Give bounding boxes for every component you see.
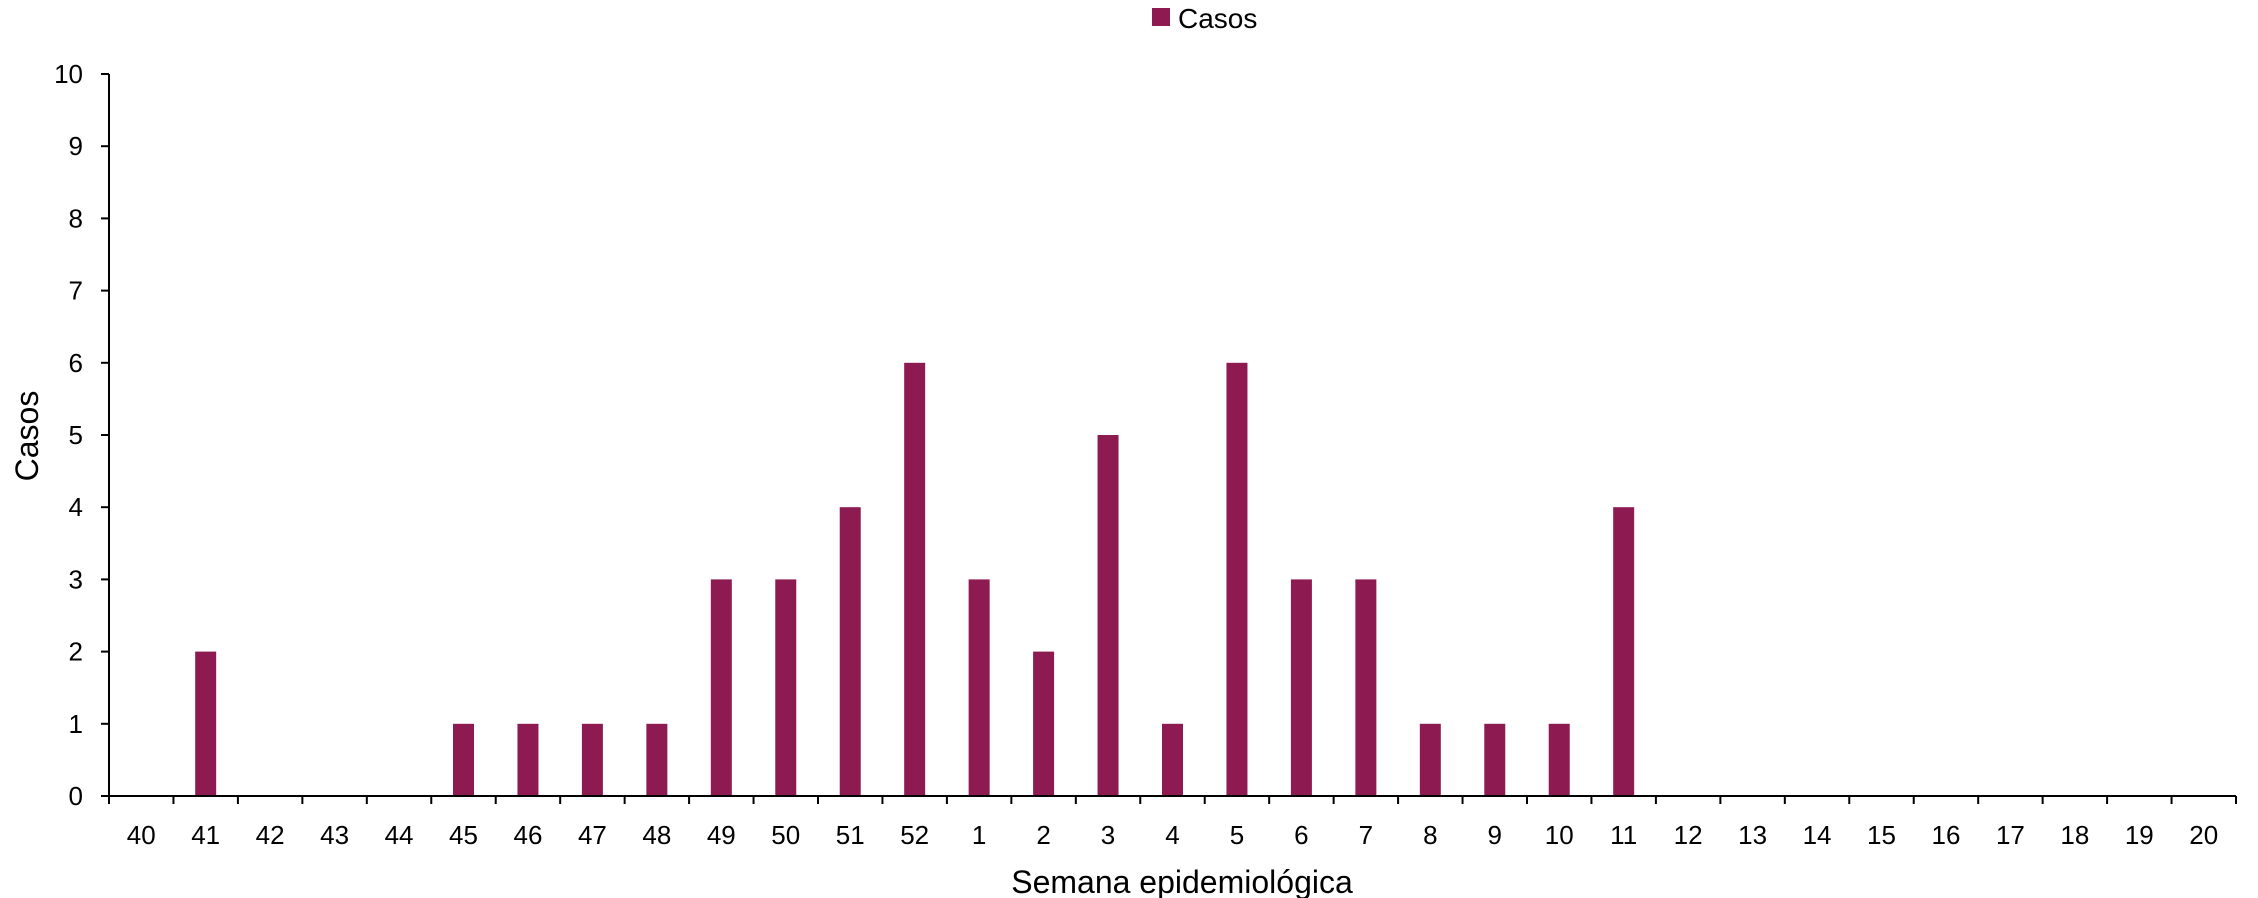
x-tick-label: 2 xyxy=(1036,820,1050,850)
x-tick-label: 46 xyxy=(513,820,542,850)
bar-week-2 xyxy=(1033,651,1055,796)
bar-week-50 xyxy=(775,579,797,796)
y-tick-label: 5 xyxy=(69,420,83,450)
bar-week-9 xyxy=(1484,723,1506,796)
bar-week-41 xyxy=(195,651,217,796)
y-axis-ticks: 0 1 2 3 4 5 6 7 8 9 10 xyxy=(54,59,109,811)
bar-week-46 xyxy=(517,723,539,796)
bar-week-47 xyxy=(581,723,603,796)
bar-week-45 xyxy=(453,723,474,796)
bar-week-11 xyxy=(1613,507,1635,796)
y-tick-label: 4 xyxy=(69,492,83,522)
bar-week-3 xyxy=(1097,435,1119,796)
bar-week-1 xyxy=(968,579,990,796)
x-tick-label: 3 xyxy=(1101,820,1115,850)
x-tick-label: 52 xyxy=(900,820,929,850)
x-tick-label: 43 xyxy=(320,820,349,850)
bar-week-4 xyxy=(1162,723,1183,796)
x-tick-label: 48 xyxy=(642,820,671,850)
x-tick-label: 16 xyxy=(1931,820,1960,850)
x-tick-label: 50 xyxy=(771,820,800,850)
x-tick-label: 18 xyxy=(2060,820,2089,850)
x-tick-label: 5 xyxy=(1230,820,1244,850)
legend: Casos xyxy=(1152,3,1257,34)
bars xyxy=(195,362,1635,796)
x-tick-label: 17 xyxy=(1996,820,2025,850)
x-tick-label: 44 xyxy=(385,820,414,850)
x-tick-label: 49 xyxy=(707,820,736,850)
x-tick-label: 6 xyxy=(1294,820,1308,850)
y-tick-label: 1 xyxy=(69,709,83,739)
x-tick-label: 42 xyxy=(256,820,285,850)
x-tick-label: 12 xyxy=(1674,820,1703,850)
y-tick-label: 0 xyxy=(69,781,83,811)
x-tick-label: 41 xyxy=(191,820,220,850)
y-tick-label: 2 xyxy=(69,637,83,667)
x-tick-label: 14 xyxy=(1803,820,1832,850)
x-tick-label: 13 xyxy=(1738,820,1767,850)
y-tick-label: 6 xyxy=(69,348,83,378)
bar-week-48 xyxy=(646,723,668,796)
x-tick-label: 20 xyxy=(2189,820,2218,850)
x-tick-label: 15 xyxy=(1867,820,1896,850)
legend-label: Casos xyxy=(1178,3,1257,34)
bar-week-7 xyxy=(1355,579,1377,796)
x-tick-label: 40 xyxy=(127,820,156,850)
bar-week-6 xyxy=(1290,579,1312,796)
y-axis-title: Casos xyxy=(9,391,45,482)
x-axis-title: Semana epidemiológica xyxy=(1011,864,1353,898)
bar-week-51 xyxy=(839,507,861,796)
x-tick-label: 9 xyxy=(1488,820,1502,850)
bar-week-8 xyxy=(1419,723,1441,796)
x-tick-label: 47 xyxy=(578,820,607,850)
x-tick-label: 45 xyxy=(449,820,478,850)
x-tick-label: 7 xyxy=(1359,820,1373,850)
y-tick-label: 7 xyxy=(69,276,83,306)
bar-week-49 xyxy=(710,579,732,796)
x-tick-label: 4 xyxy=(1165,820,1179,850)
bar-week-5 xyxy=(1226,362,1248,796)
x-tick-label: 8 xyxy=(1423,820,1437,850)
y-tick-label: 10 xyxy=(54,59,83,89)
x-tick-label: 10 xyxy=(1545,820,1574,850)
y-tick-label: 3 xyxy=(69,564,83,594)
x-tick-label: 19 xyxy=(2125,820,2154,850)
x-tick-label: 1 xyxy=(972,820,986,850)
legend-swatch xyxy=(1152,8,1170,26)
x-tick-label: 51 xyxy=(836,820,865,850)
x-axis-ticks: 40 41 42 43 44 45 46 47 48 49 50 51 52 1 2 3 4 5 6 7 8 9 10 11 1… xyxy=(108,796,2237,850)
bar-week-10 xyxy=(1548,723,1570,796)
x-tick-label: 11 xyxy=(1610,820,1637,850)
y-tick-label: 9 xyxy=(69,131,83,161)
y-tick-label: 8 xyxy=(69,203,83,233)
bar-week-52 xyxy=(904,362,926,796)
